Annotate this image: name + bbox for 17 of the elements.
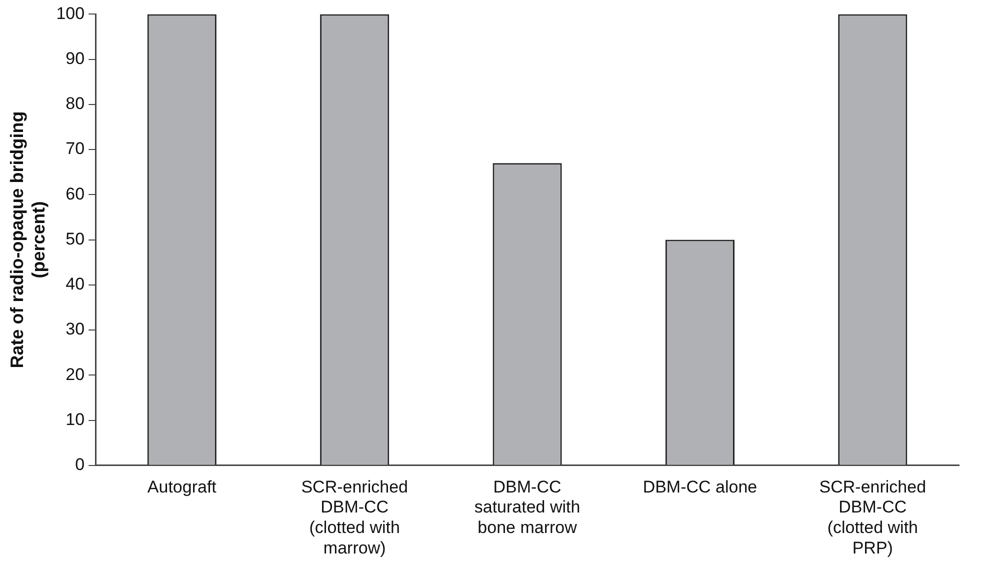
y-tick-label: 80: [66, 94, 85, 114]
y-axis-title: Rate of radio-opaque bridging (percent): [6, 111, 48, 368]
y-tick-label: 70: [66, 139, 85, 158]
x-tick-label: SCR-enriched DBM-CC (clotted with marrow): [301, 477, 408, 558]
x-tick-label: DBM-CC alone: [642, 477, 758, 496]
y-tick-label: 30: [66, 320, 85, 339]
y-tick-label: 100: [56, 4, 85, 23]
y-tick-label: 20: [66, 364, 85, 384]
y-tick-label: 90: [66, 49, 85, 68]
y-tick-label: 10: [66, 410, 85, 429]
y-tick-label: 40: [66, 274, 85, 294]
y-tick-label: 0: [75, 455, 85, 474]
y-tick-label: 50: [66, 229, 85, 248]
y-tick-label: 60: [66, 184, 85, 204]
x-tick-label: DBM-CC saturated with bone marrow: [474, 477, 580, 538]
x-tick-label: SCR-enriched DBM-CC (clotted with PRP): [819, 477, 926, 558]
x-tick-label: Autograft: [147, 477, 217, 496]
